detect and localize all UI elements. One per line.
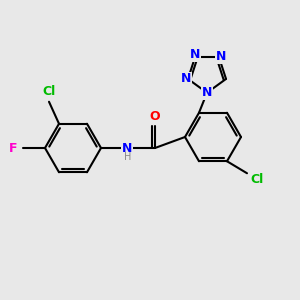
Text: Cl: Cl xyxy=(42,85,56,98)
Text: O: O xyxy=(150,110,160,124)
Text: Cl: Cl xyxy=(250,173,264,186)
Text: F: F xyxy=(9,142,17,154)
Text: N: N xyxy=(202,86,212,99)
Text: N: N xyxy=(122,142,132,154)
Text: N: N xyxy=(216,50,226,63)
Text: H: H xyxy=(124,152,132,162)
Text: N: N xyxy=(190,48,200,61)
Text: N: N xyxy=(181,72,191,86)
